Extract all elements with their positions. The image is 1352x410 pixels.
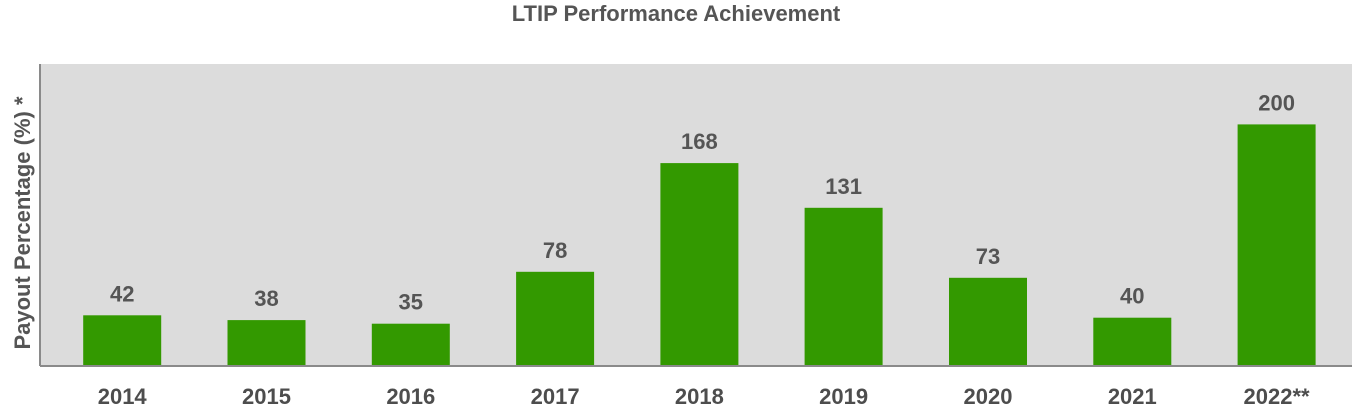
value-labels-group: 42 38 35 78 168 131 73 40 200 [110, 90, 1295, 314]
x-tick-label: 2020 [964, 384, 1013, 409]
bar-2017 [516, 271, 595, 366]
bar-2020 [949, 277, 1027, 366]
bar-2019 [804, 207, 883, 366]
value-label: 35 [399, 290, 423, 315]
value-label: 73 [976, 244, 1000, 269]
x-tick-label: 2016 [386, 384, 435, 409]
bar-2015 [227, 320, 306, 366]
bar-2018 [660, 163, 739, 366]
x-tick-label: 2015 [242, 384, 291, 409]
x-tick-label: 2017 [531, 384, 580, 409]
chart-title: LTIP Performance Achievement [511, 1, 841, 26]
value-label: 131 [825, 174, 862, 199]
value-label: 168 [681, 129, 718, 154]
bars-group [83, 124, 1316, 367]
bar-2022** [1237, 124, 1316, 367]
value-label: 40 [1120, 284, 1144, 309]
value-label: 42 [110, 281, 134, 306]
x-tick-label: 2018 [675, 384, 724, 409]
bar-2016 [371, 323, 450, 366]
y-axis-label: Payout Percentage (%) * [10, 96, 35, 350]
x-tick-labels-group: 2014 2015 2016 2017 2018 2019 2020 2021 2022** [98, 384, 1310, 409]
bar-2021 [1093, 317, 1172, 366]
x-tick-label: 2014 [98, 384, 148, 409]
value-label: 78 [543, 238, 567, 263]
x-tick-label: 2021 [1108, 384, 1157, 409]
x-tick-label: 2022** [1244, 384, 1311, 409]
bar-2014 [83, 315, 162, 366]
value-label: 38 [254, 286, 278, 311]
x-tick-label: 2019 [819, 384, 868, 409]
value-label: 200 [1258, 90, 1295, 115]
